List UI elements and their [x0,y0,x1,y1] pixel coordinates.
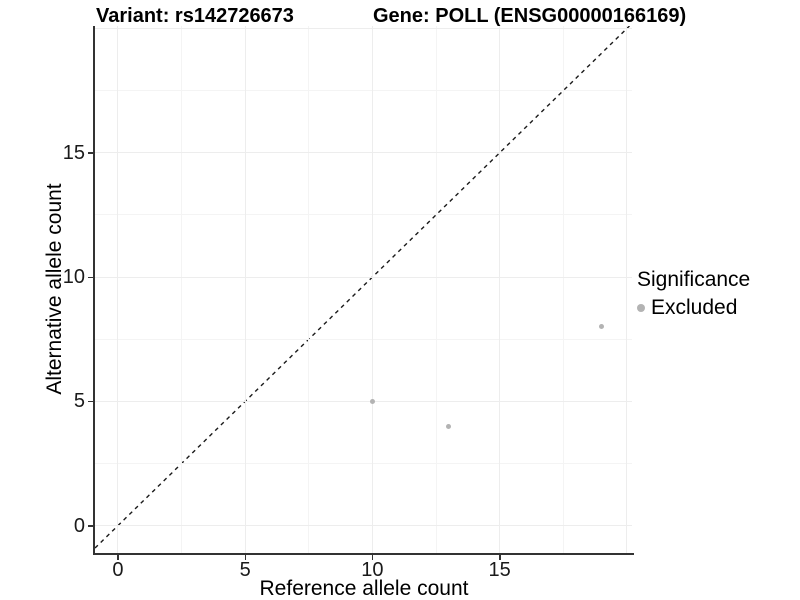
x-tick-label: 15 [488,559,511,581]
x-tick-mark [244,555,247,560]
y-tick-label: 0 [73,514,85,537]
gridline-y-minor [95,463,632,464]
y-tick-mark [88,400,93,403]
gridline-x-major [626,26,628,553]
gridline-y-major [95,27,632,29]
gridline-x-minor [562,26,564,553]
gridline-x-major [117,26,119,553]
x-axis-line [93,553,634,555]
plot-panel [95,26,632,553]
gridline-y-minor [95,214,632,216]
gridline-y-major [95,525,632,527]
gridline-x-major [499,26,501,553]
gridline-y-major [95,276,632,278]
x-tick-label: 5 [239,559,251,581]
gridline-x-minor [181,26,183,553]
y-tick-label: 10 [62,266,85,289]
data-point [446,423,452,429]
gridline-y-minor [95,90,632,92]
legend-entry-excluded: Excluded [637,296,750,320]
plot-title-variant: Variant: rs142726673 [96,5,294,27]
y-axis-line [93,26,95,555]
x-tick-mark [117,555,119,560]
legend: Significance Excluded [637,267,750,320]
gridline-y-major [95,400,632,402]
y-tick-label: 5 [73,390,85,413]
gridline-x-minor [435,26,437,553]
legend-entry-label: Excluded [651,296,738,319]
y-tick-label: 15 [62,141,85,164]
identity-line [95,26,630,549]
plot-title-gene: Gene: POLL (ENSG00000166169) [373,5,687,27]
y-tick-mark [88,276,93,279]
x-tick-mark [499,555,501,560]
gridline-y-minor [95,338,632,340]
x-tick-mark [371,555,374,560]
data-point [369,398,375,404]
x-axis-title: Reference allele count [259,577,469,600]
y-tick-mark [88,525,93,527]
x-tick-label: 0 [112,559,124,581]
data-point [598,324,604,330]
gridline-x-minor [308,26,310,553]
gridline-x-major [244,26,246,553]
legend-title: Significance [637,268,751,291]
gridline-x-major [371,26,373,553]
legend-point-icon [637,304,645,312]
gridline-y-major [95,152,632,154]
y-tick-mark [88,152,93,154]
x-tick-label: 10 [361,559,384,581]
